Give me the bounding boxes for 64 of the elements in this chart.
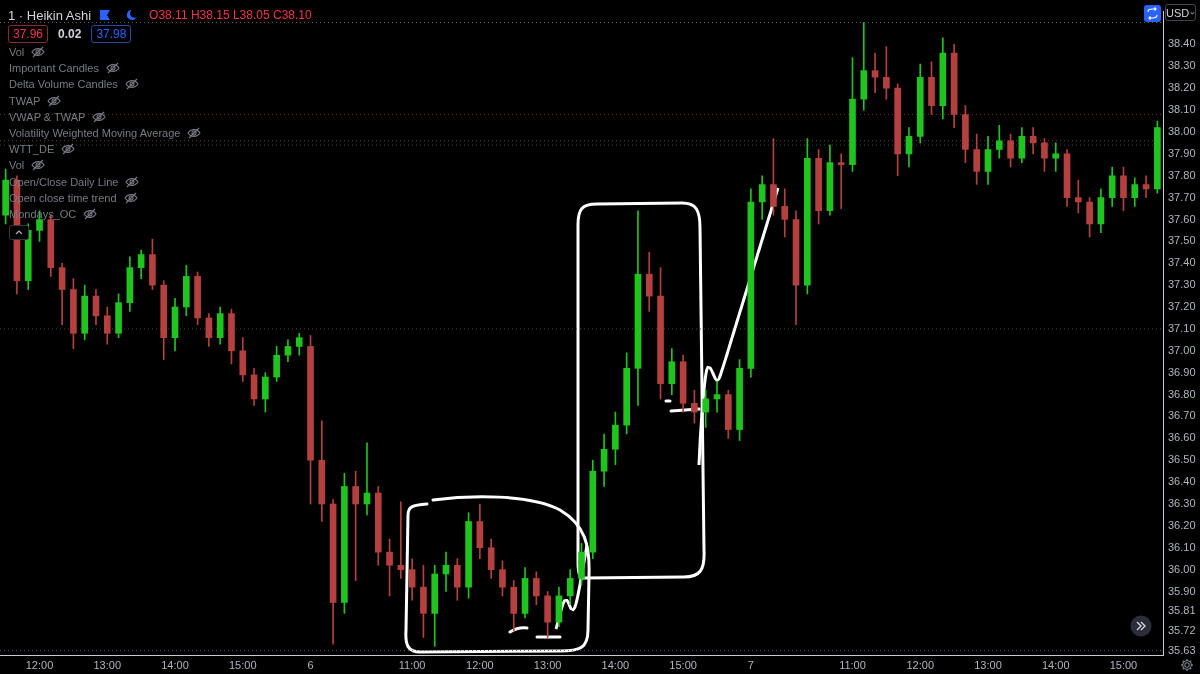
annotation: Vol (9, 46, 25, 58)
candlestick (352, 470, 360, 581)
y-tick-label: 37.60 (1168, 212, 1196, 225)
candlestick (1074, 179, 1082, 214)
x-tick-label: 15:00 (669, 658, 697, 671)
x-tick-label: 12:00 (466, 658, 494, 671)
y-tick-label: 38.10 (1168, 103, 1196, 116)
y-tick-label: 37.30 (1168, 278, 1196, 291)
y-tick-label: 37.40 (1168, 256, 1196, 269)
x-tick-label: 7 (747, 658, 754, 671)
y-tick-label: 36.40 (1168, 475, 1196, 488)
y-tick-label: 38.00 (1168, 125, 1196, 137)
y-tick-label: 37.10 (1168, 321, 1196, 334)
y-tick-label: 38.20 (1168, 81, 1196, 94)
annotation: Important Candles (9, 62, 99, 75)
y-tick-label: 36.20 (1168, 518, 1196, 531)
x-tick-label: 15:00 (229, 658, 257, 671)
annotation: Vol (9, 159, 25, 172)
y-tick-label: 36.80 (1168, 387, 1196, 400)
candlestick (1052, 142, 1060, 172)
y-tick-label: 36.10 (1168, 540, 1196, 553)
y-tick-label: 37.90 (1168, 146, 1196, 159)
annotation: 37.98 (91, 25, 132, 43)
y-tick-label: 36.70 (1168, 409, 1196, 422)
x-tick-label: 12:00 (25, 658, 54, 671)
candlestick (871, 52, 879, 93)
x-tick-label: 13:00 (974, 658, 1002, 671)
x-tick-label: 14:00 (1041, 658, 1070, 671)
x-tick-label: 11:00 (839, 658, 866, 671)
y-tick-label: 37.20 (1168, 300, 1196, 313)
annotation: Delta Volume Candles (9, 78, 118, 91)
x-tick-label: 6 (307, 658, 314, 671)
y-tick-label: 37.70 (1168, 190, 1196, 203)
y-tick-label: 36.00 (1168, 562, 1196, 575)
y-tick-label: 38.40 (1168, 37, 1196, 50)
annotation: 37.96 (8, 25, 49, 43)
x-tick-label: 13:00 (93, 658, 122, 671)
x-tick-label: 14:00 (601, 658, 630, 671)
y-tick-label: 37.80 (1168, 168, 1196, 181)
x-tick-label: 11:00 (398, 658, 426, 671)
y-tick-label: 35.63 (1168, 643, 1196, 656)
x-tick-label: 12:00 (906, 658, 934, 671)
y-tick-label: 36.60 (1168, 431, 1196, 444)
y-tick-label: 36.90 (1168, 365, 1196, 378)
annotation: Volatility Weighted Moving Average (9, 127, 181, 139)
annotation: VWAP & TWAP (9, 110, 86, 123)
y-tick-label: 35.90 (1168, 584, 1196, 597)
chart-subtitle: O38.11 H38.15 L38.05 C38.10 (149, 8, 312, 22)
annotation: 0.02 (57, 26, 83, 42)
y-tick-label: 35.72 (1168, 623, 1196, 636)
x-tick-label: 14:00 (161, 658, 189, 671)
annotation: TWAP (9, 94, 41, 107)
annotation: WTT_DE (9, 143, 55, 156)
chart-title: 1 · Heikin Ashi (8, 7, 92, 23)
candlestick (837, 153, 845, 209)
x-tick-label: 15:00 (1109, 658, 1138, 671)
x-tick-label: 13:00 (533, 658, 562, 671)
y-tick-label: 36.50 (1168, 453, 1196, 466)
y-tick-label: 35.81 (1168, 604, 1196, 617)
y-tick-label: 37.00 (1168, 343, 1196, 356)
y-axis-title: USD (1166, 6, 1190, 19)
y-tick-label: 37.50 (1168, 234, 1196, 247)
y-tick-label: 36.30 (1168, 497, 1196, 510)
y-tick-label: 38.30 (1168, 59, 1196, 72)
